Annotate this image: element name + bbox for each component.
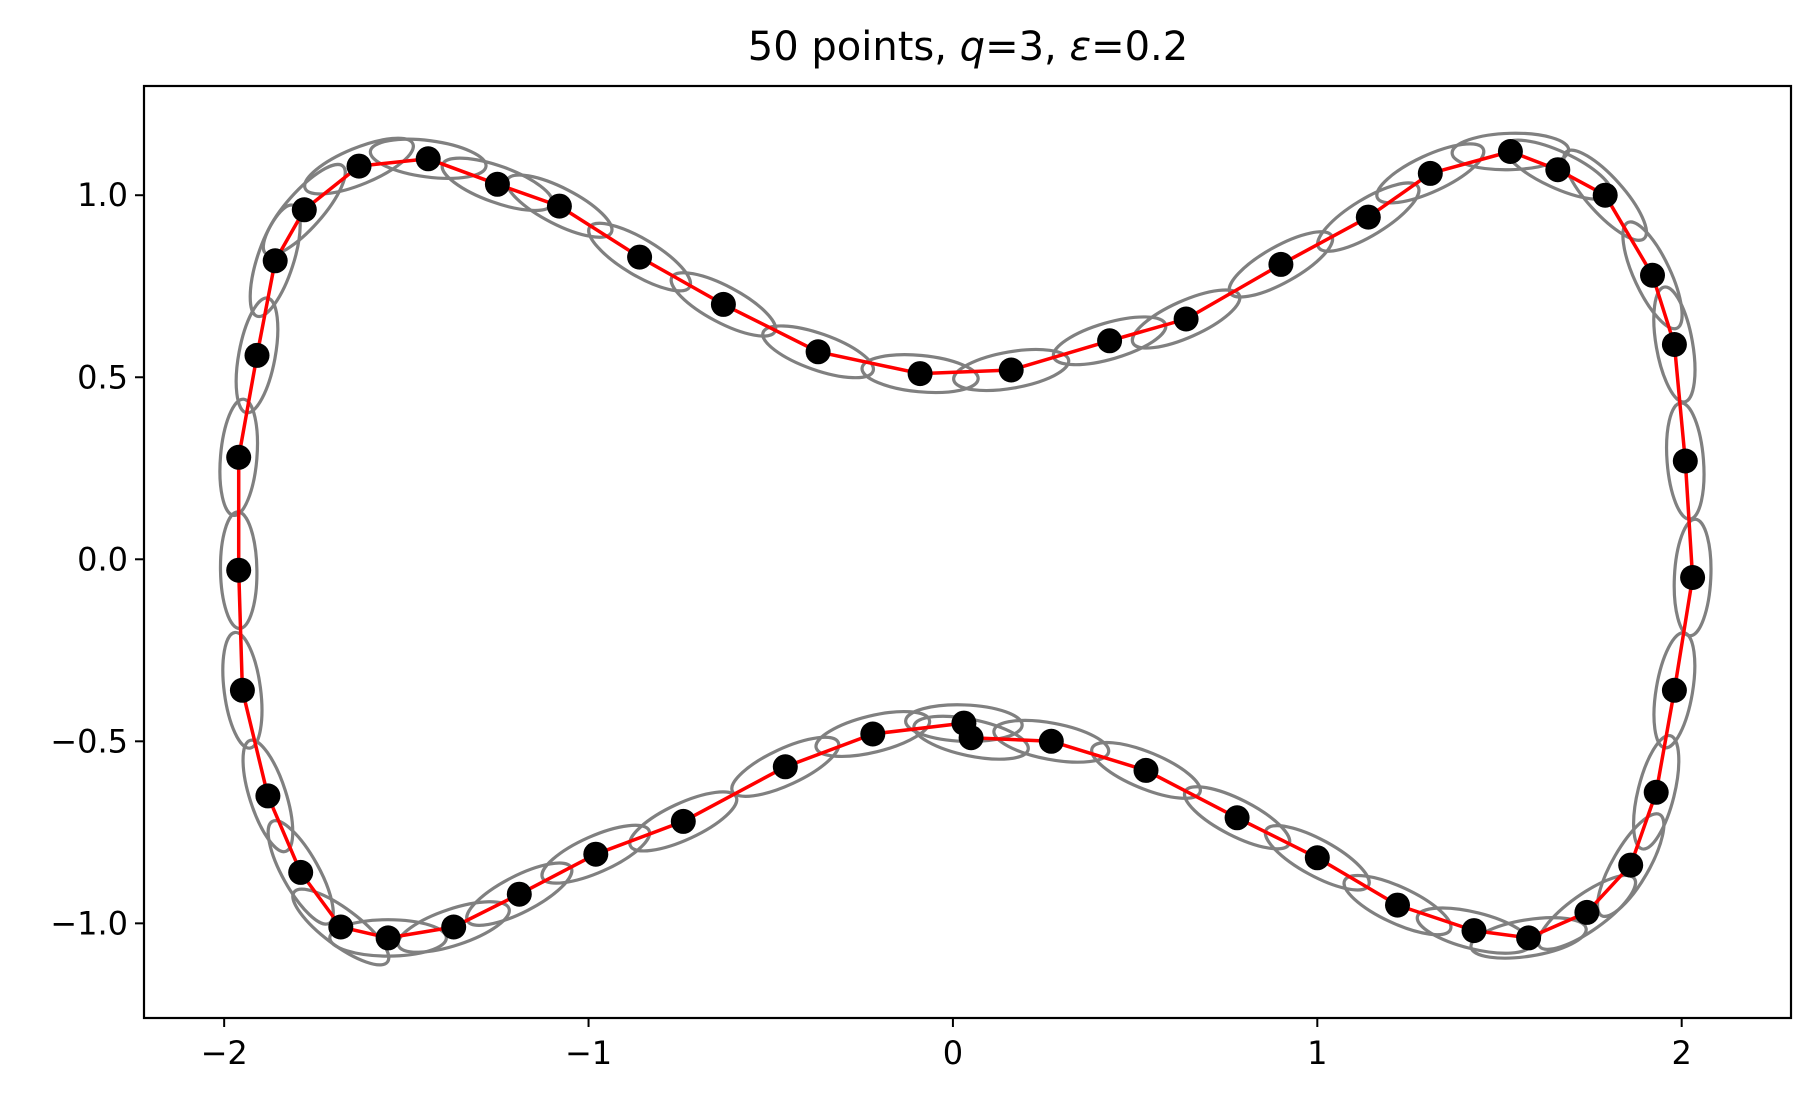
data-point — [1592, 182, 1618, 208]
data-point — [1672, 448, 1698, 474]
data-point — [907, 361, 933, 387]
y-tick-label: 0.0 — [77, 540, 128, 578]
data-point — [346, 153, 372, 179]
data-point — [255, 783, 281, 809]
data-point — [1224, 805, 1250, 831]
chart-title-part: =3, — [985, 24, 1069, 70]
data-point — [1355, 204, 1381, 230]
data-point — [1680, 565, 1706, 590]
x-tick-label: 2 — [1672, 1034, 1692, 1072]
uncertainty-ellipse — [814, 709, 932, 759]
chart-title-var-epsilon: ε — [1069, 24, 1091, 70]
chart-title-part: =0.2 — [1091, 24, 1188, 70]
uncertainty-ellipse — [241, 738, 295, 854]
data-point — [1133, 757, 1159, 783]
uncertainty-ellipse — [1090, 740, 1202, 800]
data-point — [1038, 728, 1064, 754]
uncertainty-ellipse — [221, 630, 264, 750]
data-point — [226, 444, 252, 470]
chart-title-var-q: q — [960, 24, 985, 70]
uncertainty-ellipse — [218, 397, 260, 518]
data-point — [226, 557, 252, 583]
y-tick-label: −0.5 — [50, 722, 128, 760]
y-tick-label: 0.5 — [77, 358, 128, 396]
data-point — [262, 248, 288, 274]
data-point — [1643, 779, 1669, 805]
uncertainty-ellipse — [1342, 873, 1453, 937]
uncertainty-ellipse — [303, 136, 415, 196]
data-point — [1545, 157, 1571, 183]
data-point — [1304, 845, 1330, 871]
data-point — [1661, 677, 1687, 703]
uncertainty-ellipse — [860, 353, 980, 395]
data-point — [328, 914, 354, 940]
data-point — [1461, 918, 1487, 944]
y-tick-label: 1.0 — [77, 176, 128, 214]
uncertainty-ellipse — [1536, 873, 1638, 951]
uncertainty-ellipse — [291, 887, 391, 967]
data-point — [1173, 306, 1199, 332]
uncertainty-ellipse — [1631, 733, 1681, 851]
data-point — [583, 841, 609, 867]
chart-title-part: 50 points, — [748, 24, 960, 70]
uncertainty-ellipse — [992, 718, 1111, 764]
uncertainty-ellipse — [368, 137, 488, 180]
data-point — [1097, 328, 1123, 354]
data-point — [244, 342, 270, 368]
uncertainty-ellipse — [1130, 288, 1242, 350]
uncertainty-ellipse — [730, 735, 841, 798]
x-tick-label: 1 — [1307, 1034, 1327, 1072]
uncertainty-ellipse — [1595, 812, 1666, 919]
data-point — [1516, 925, 1542, 951]
data-point — [415, 146, 441, 172]
data-point — [951, 710, 977, 736]
data-point — [772, 754, 798, 780]
data-point — [710, 291, 736, 317]
x-axis: −2 −1 0 1 2 — [201, 1018, 1692, 1072]
uncertainty-ellipse — [1562, 148, 1649, 242]
uncertainty-ellipse — [396, 900, 511, 954]
plot-frame — [142, 84, 1793, 1020]
x-tick-label: 0 — [943, 1034, 963, 1072]
data-point — [627, 244, 653, 270]
data-point — [1385, 892, 1410, 918]
data-point — [229, 677, 255, 703]
data-point — [1574, 899, 1600, 925]
uncertainty-ellipse — [952, 347, 1071, 393]
uncertainty-ellipse — [1263, 824, 1371, 892]
data-point — [1497, 139, 1523, 164]
uncertainty-ellipse — [1316, 181, 1421, 253]
point-layer — [226, 139, 1706, 951]
data-point — [670, 808, 696, 834]
y-tick-label: −1.0 — [50, 904, 128, 942]
data-point — [1417, 160, 1443, 186]
uncertainty-ellipse — [1375, 142, 1486, 205]
data-point — [1661, 332, 1687, 357]
data-point — [291, 197, 317, 223]
data-point — [546, 193, 572, 219]
uncertainty-ellipse — [1621, 220, 1684, 331]
y-axis: 1.0 0.5 0.0 −0.5 −1.0 — [50, 176, 144, 942]
uncertainty-ellipse — [628, 790, 739, 853]
data-point — [288, 859, 314, 885]
data-point — [375, 925, 401, 951]
data-point — [1268, 251, 1294, 277]
data-point — [1640, 262, 1665, 288]
uncertainty-ellipse — [540, 823, 652, 885]
data-point — [998, 357, 1024, 383]
data-point — [484, 171, 510, 197]
data-point — [441, 914, 467, 940]
x-tick-label: −1 — [565, 1034, 612, 1072]
uncertainty-ellipse — [761, 324, 876, 380]
data-point — [506, 881, 532, 907]
uncertainty-ellipse — [1652, 285, 1697, 404]
data-point — [860, 721, 886, 747]
data-point — [805, 339, 831, 365]
chart-title: 50 points, q=3, ε=0.2 — [748, 24, 1188, 70]
x-tick-label: −2 — [201, 1034, 248, 1072]
data-point — [1618, 852, 1644, 878]
